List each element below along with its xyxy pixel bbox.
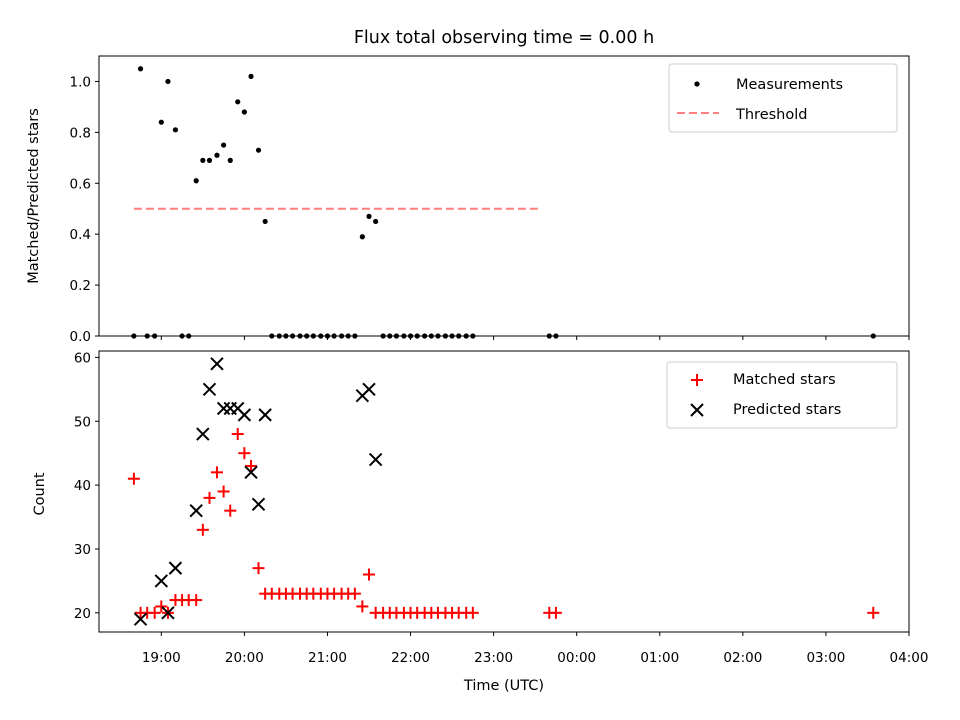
bottom-legend: Matched stars Predicted stars bbox=[666, 361, 898, 429]
bottom-x-tick-label: 19:00 bbox=[142, 650, 181, 666]
predicted-star-point bbox=[258, 408, 272, 422]
top-y-tick-label: 1.0 bbox=[70, 74, 91, 90]
legend-measurements-marker bbox=[694, 81, 700, 87]
predicted-star-point bbox=[161, 606, 175, 620]
legend-matched-marker bbox=[691, 374, 703, 386]
predicted-star-point bbox=[251, 497, 266, 511]
measurement-point bbox=[158, 119, 164, 125]
top-y-tick-label: 0.8 bbox=[70, 125, 91, 141]
predicted-star-point bbox=[216, 401, 231, 416]
predicted-star-point bbox=[196, 427, 210, 441]
bottom-x-tick-label: 04:00 bbox=[890, 650, 929, 666]
top-axes-frame bbox=[98, 55, 910, 337]
measurement-point bbox=[193, 178, 199, 184]
top-x-ticks bbox=[160, 336, 910, 340]
measurement-point bbox=[206, 157, 213, 163]
bottom-y-tick-label: 30 bbox=[74, 542, 91, 558]
legend-measurements-label: Measurements bbox=[736, 77, 843, 93]
top-y-tick-label: 0.4 bbox=[70, 227, 91, 243]
bottom-y-ticks: 20 30 40 50 60 bbox=[74, 350, 99, 622]
chart-title: Flux total observing time = 0.00 h bbox=[354, 28, 654, 48]
measurement-point bbox=[235, 99, 241, 105]
bottom-x-tick-label: 01:00 bbox=[640, 650, 679, 666]
measurement-point bbox=[227, 157, 233, 163]
predicted-star-point bbox=[210, 357, 224, 371]
top-y-ticks: 0.0 0.2 0.4 0.6 0.8 1.0 bbox=[70, 74, 99, 345]
top-y-tick-label: 0.2 bbox=[70, 278, 91, 294]
legend-predicted-marker bbox=[690, 403, 704, 417]
top-y-tick-label: 0.0 bbox=[70, 329, 91, 345]
measurement-point bbox=[248, 73, 254, 79]
predicted-star-point bbox=[368, 452, 383, 467]
matched-star-point bbox=[549, 606, 562, 619]
predicted-star-point bbox=[202, 382, 217, 397]
matched-star-point bbox=[867, 606, 880, 619]
matched-star-point bbox=[363, 568, 375, 581]
measurement-point bbox=[366, 213, 372, 219]
bottom-axes-frame bbox=[98, 350, 910, 633]
measurement-point bbox=[165, 78, 171, 85]
bottom-y-tick-label: 60 bbox=[74, 350, 91, 366]
measurement-point bbox=[255, 147, 262, 153]
matched-star-point bbox=[148, 606, 161, 619]
matched-star-point bbox=[231, 428, 244, 441]
measurement-point bbox=[200, 157, 206, 163]
predicted-star-point bbox=[189, 503, 203, 518]
top-legend-box bbox=[668, 63, 898, 133]
measurement-point bbox=[221, 142, 227, 148]
matched-star-point bbox=[466, 606, 479, 619]
bottom-y-tick-label: 50 bbox=[74, 414, 91, 430]
bottom-y-tick-label: 40 bbox=[74, 478, 91, 494]
predicted-star-point bbox=[133, 612, 148, 626]
predicted-star-point bbox=[154, 574, 169, 588]
matched-star-point bbox=[245, 459, 258, 472]
bottom-data-layer bbox=[127, 357, 880, 626]
matched-star-point bbox=[127, 472, 140, 485]
matched-star-point bbox=[356, 600, 369, 613]
legend-predicted-label: Predicted stars bbox=[733, 402, 841, 418]
matched-star-point bbox=[238, 447, 251, 460]
matched-star-point bbox=[252, 562, 265, 575]
top-legend: Measurements Threshold bbox=[668, 63, 898, 133]
bottom-y-axis-label: Count bbox=[32, 472, 48, 515]
matched-star-point bbox=[217, 485, 230, 498]
measurement-point bbox=[137, 66, 144, 72]
bottom-x-tick-label: 02:00 bbox=[723, 650, 762, 666]
predicted-star-point bbox=[237, 408, 252, 422]
matched-star-point bbox=[210, 466, 223, 479]
top-y-axis-label: Matched/Predicted stars bbox=[26, 108, 42, 284]
bottom-x-tick-label: 20:00 bbox=[225, 650, 264, 666]
predicted-star-point bbox=[362, 382, 376, 397]
bottom-y-tick-label: 20 bbox=[74, 606, 91, 622]
bottom-x-tick-label: 23:00 bbox=[474, 650, 513, 666]
measurement-point bbox=[359, 234, 365, 240]
legend-matched-label: Matched stars bbox=[733, 372, 836, 388]
bottom-x-ticks: 19:00 20:00 21:00 22:00 23:00 00:00 01:00 02:00… bbox=[142, 632, 929, 666]
bottom-panel: 20 30 40 50 60 19:00 20:00 21:00 22:00 23:00 00:0… bbox=[32, 350, 928, 694]
measurement-point bbox=[373, 218, 379, 225]
bottom-legend-box bbox=[666, 361, 898, 429]
bottom-x-tick-label: 00:00 bbox=[557, 650, 596, 666]
bottom-x-tick-label: 22:00 bbox=[391, 650, 430, 666]
bottom-x-tick-label: 21:00 bbox=[308, 650, 347, 666]
top-panel: 0.0 0.2 0.4 0.6 0.8 1.0 Matched/Predicted sta… bbox=[26, 55, 910, 345]
matched-star-point bbox=[203, 491, 216, 504]
top-y-tick-label: 0.6 bbox=[70, 176, 91, 192]
measurement-point bbox=[214, 152, 220, 158]
matched-star-point bbox=[190, 594, 203, 607]
legend-threshold-label: Threshold bbox=[735, 107, 807, 123]
x-axis-label: Time (UTC) bbox=[463, 678, 544, 694]
matched-star-point bbox=[224, 504, 237, 517]
measurement-point bbox=[241, 109, 247, 115]
predicted-star-point bbox=[244, 465, 258, 480]
predicted-star-point bbox=[168, 561, 183, 575]
matched-star-point bbox=[155, 600, 168, 613]
matched-star-point bbox=[348, 587, 361, 600]
matched-star-point bbox=[196, 523, 209, 536]
measurement-point bbox=[262, 218, 268, 225]
measurement-point bbox=[172, 127, 179, 133]
bottom-x-tick-label: 03:00 bbox=[806, 650, 845, 666]
